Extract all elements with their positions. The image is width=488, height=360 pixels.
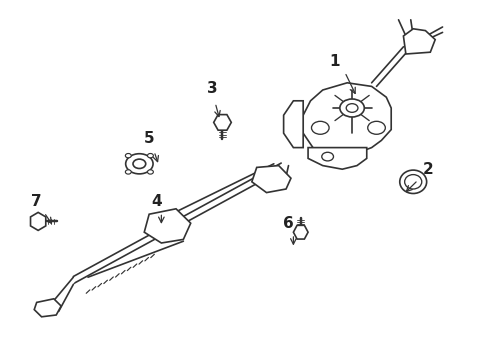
Circle shape [125,154,153,174]
Circle shape [339,99,364,117]
Polygon shape [251,166,290,193]
Circle shape [147,153,153,158]
Polygon shape [307,148,366,169]
Circle shape [346,104,357,112]
Polygon shape [293,225,307,239]
Polygon shape [144,209,190,243]
Circle shape [311,121,328,134]
Ellipse shape [404,175,421,189]
Circle shape [133,159,145,168]
Text: 3: 3 [207,81,218,96]
Polygon shape [303,83,390,155]
Circle shape [321,152,333,161]
Circle shape [125,153,131,158]
Circle shape [33,218,43,225]
Text: 5: 5 [143,131,154,146]
Circle shape [217,119,227,126]
Polygon shape [34,299,61,317]
Text: 4: 4 [151,194,162,209]
Polygon shape [30,212,46,230]
Polygon shape [213,114,231,130]
Text: 1: 1 [329,54,340,69]
Ellipse shape [399,170,426,194]
Circle shape [262,174,280,186]
Text: 2: 2 [422,162,432,177]
Circle shape [125,170,131,174]
Text: 6: 6 [283,216,293,231]
Circle shape [367,121,385,134]
Polygon shape [283,101,303,148]
Circle shape [296,229,305,235]
Circle shape [163,223,178,234]
Circle shape [147,170,153,174]
Polygon shape [403,29,434,54]
Text: 7: 7 [31,194,42,209]
